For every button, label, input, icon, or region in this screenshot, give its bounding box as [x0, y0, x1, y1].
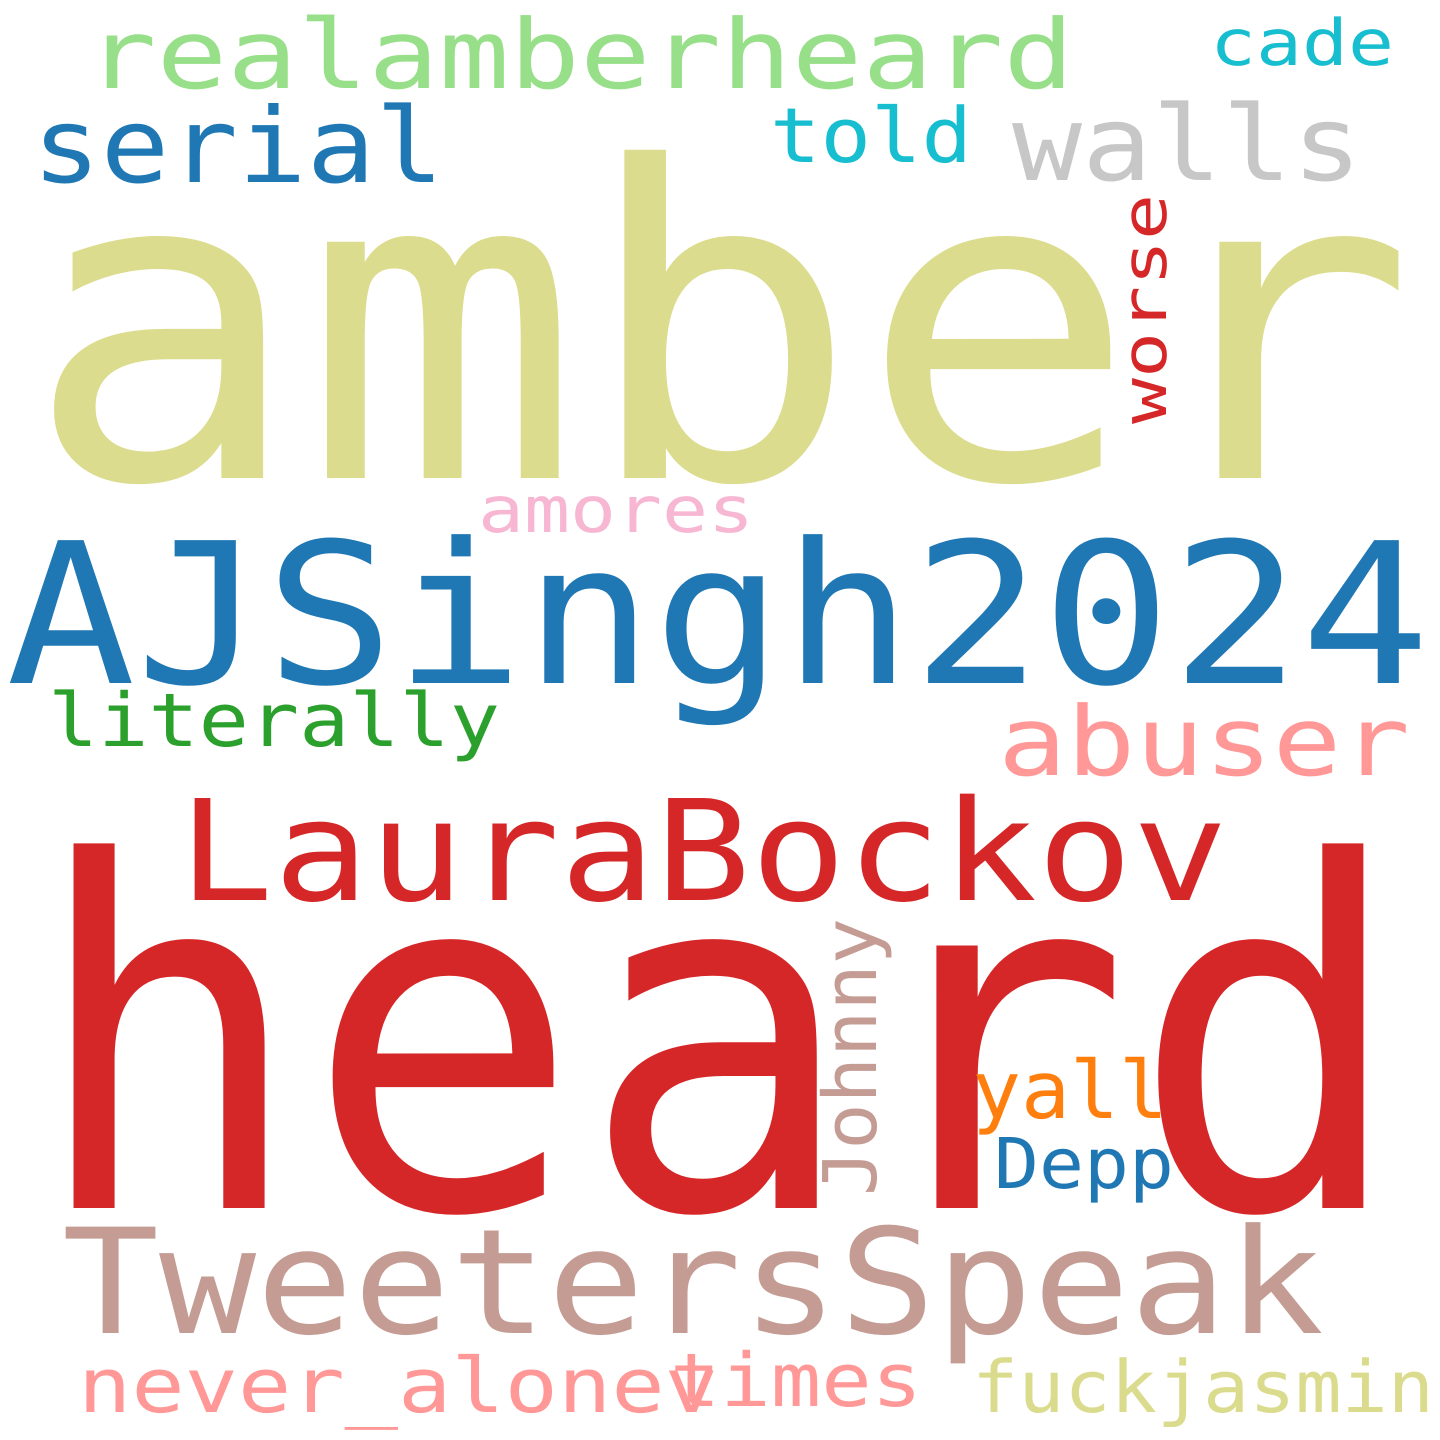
word-amores: amores [478, 474, 754, 548]
word-ajsingh2024: AJSingh2024 [6, 502, 1430, 730]
word-serial: serial [32, 85, 444, 207]
word-depp: Depp [994, 1123, 1174, 1205]
word-johnny: Johnny [808, 918, 894, 1196]
word-yall: yall [972, 1044, 1168, 1137]
word-cade: cade [1210, 7, 1394, 81]
word-worse: worse [1108, 194, 1181, 424]
word-never-alonev: never_alonev [78, 1341, 718, 1430]
word-fuckjasmin: fuckjasmin [972, 1345, 1434, 1429]
word-laurabockov: LauraBockov [178, 771, 1228, 934]
word-times: times [670, 1338, 922, 1424]
word-realamberheard: realamberheard [86, 0, 1074, 111]
word-walls: walls [1012, 83, 1362, 205]
word-told: told [770, 91, 972, 180]
word-abuser: abuser [998, 686, 1410, 798]
word-literally: literally [48, 678, 500, 764]
word-heard: heard [30, 763, 1406, 1322]
word-amber: amber [24, 77, 1416, 580]
word-tweetersspeak: TweetersSpeak [62, 1198, 1324, 1368]
